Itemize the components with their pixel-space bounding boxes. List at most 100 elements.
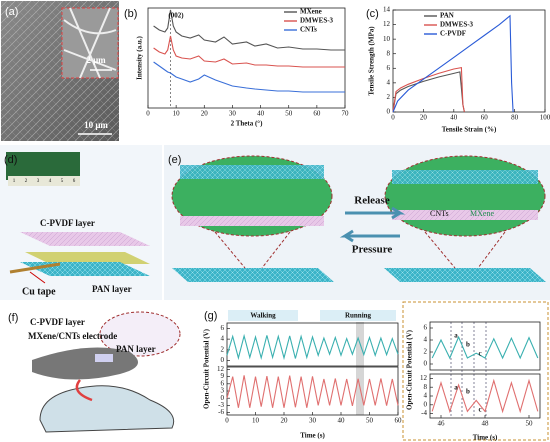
annotation: c (478, 406, 481, 414)
x-tick-label: 46 (438, 420, 446, 428)
zoom-right (384, 155, 546, 237)
x-tick-label: 30 (309, 417, 317, 425)
y-tick-label: 2 (424, 348, 428, 356)
x-tick-label: 40 (338, 417, 346, 425)
sensor (95, 354, 113, 362)
panel-label: (e) (168, 154, 181, 166)
panel-label: (b) (124, 8, 137, 20)
x-tick-label: 40 (450, 114, 458, 122)
electrode (25, 252, 150, 264)
scale-label: 10 μm (84, 120, 108, 130)
series-line (153, 35, 345, 68)
annotation: a (454, 384, 458, 392)
panel-e: (e) Release Pressure CNTs MXene (164, 145, 550, 300)
panel-label: (f) (8, 312, 18, 324)
arrow (29, 271, 46, 284)
y-tick-label: 4 (221, 335, 225, 343)
phase-box (320, 310, 396, 321)
x-tick-label: 20 (420, 114, 428, 122)
arrow (75, 379, 93, 402)
panel-label: (d) (4, 154, 17, 166)
x-tick-label: 100 (540, 114, 550, 122)
ruler-label: 6 (73, 179, 76, 184)
layer-label: MXene/CNTs electrode (28, 331, 117, 341)
x-tick-label: 48 (482, 420, 490, 428)
y-tick-label: 4 (387, 78, 391, 86)
x-tick-label: 10 (173, 110, 181, 118)
cpvdf-layer (20, 232, 150, 246)
y-tick-label: 6 (424, 324, 428, 332)
series-line (226, 333, 399, 361)
y-tick-label: -3 (218, 401, 224, 409)
x-tick-label: 0 (146, 110, 150, 118)
x-axis-label: Time (s) (473, 434, 498, 442)
x-tick-label: 40 (257, 110, 265, 118)
ruler-label: 5 (61, 179, 64, 184)
layer-label: PAN layer (92, 284, 132, 294)
y-tick-label: -4 (421, 409, 427, 417)
panel-label: (a) (5, 6, 18, 18)
material-label: MXene (470, 209, 494, 218)
y-tick-label: 6 (221, 324, 225, 332)
scale-label: 2 μm (86, 55, 106, 65)
x-tick-label: 0 (391, 114, 395, 122)
series-line (431, 335, 539, 360)
y-axis-label: Intensity (a.u.) (136, 35, 144, 79)
y-tick-label: 0 (221, 394, 225, 402)
shoe (39, 385, 175, 433)
plot-frame (392, 9, 546, 113)
series-line (153, 9, 345, 51)
x-tick-label: 50 (285, 110, 293, 118)
series-line (153, 61, 345, 93)
series-line (392, 14, 514, 113)
panel-label: (g) (204, 310, 217, 322)
x-axis-label: Tensile Strain (%) (442, 126, 497, 134)
series-line (226, 375, 399, 408)
legend-label: DMWES-3 (440, 21, 474, 29)
y-tick-label: 0 (387, 108, 391, 116)
y-tick-label: 14 (383, 6, 391, 14)
annotation: b (466, 341, 470, 349)
y-tick-label: -6 (218, 408, 224, 416)
state-label: Pressure (352, 244, 393, 256)
y-tick-label: 2 (221, 345, 225, 353)
y-tick-label: 12 (383, 20, 391, 28)
phase-box (228, 310, 298, 321)
legend-label: DMWES-3 (300, 17, 334, 25)
x-tick-label: 60 (395, 417, 403, 425)
ruler-label: 4 (49, 179, 52, 184)
x-tick-label: 70 (342, 110, 350, 118)
layer (392, 170, 538, 184)
y-tick-label: 3 (221, 387, 225, 395)
legend-label: PAN (440, 12, 454, 20)
panel-a: (a) 2 μm 10 μm (1, 1, 119, 141)
y-tick-label: 4 (424, 336, 428, 344)
material-label: CNTs (430, 209, 449, 218)
annotation: b (466, 388, 470, 396)
plot-frame (147, 7, 346, 109)
layer (180, 216, 324, 226)
layer-label: PAN layer (116, 344, 156, 354)
ruler-label: 2 (25, 179, 28, 184)
x-tick-label: 60 (313, 110, 321, 118)
legend-label: MXene (300, 8, 322, 16)
x-tick-label: 30 (229, 110, 237, 118)
annotation: (002) (168, 12, 184, 20)
series-line (392, 66, 465, 113)
x-tick-label: 60 (481, 114, 489, 122)
arrow (339, 229, 400, 243)
annotation: c (478, 350, 481, 358)
y-tick-label: 6 (221, 379, 225, 387)
x-tick-label: 0 (225, 417, 229, 425)
y-tick-label: 2 (387, 93, 391, 101)
arrow (345, 206, 406, 220)
annotation: a (454, 332, 458, 340)
layer (180, 165, 324, 179)
y-axis-label: Open-Circuit Potential (V) (406, 329, 414, 410)
ruler-label: 3 (37, 179, 40, 184)
state-label: Release (354, 195, 390, 207)
y-axis-label: Open-Circuit Potential (V) (203, 328, 211, 409)
y-tick-label: 9 (221, 372, 225, 380)
plot-frame (429, 321, 541, 371)
